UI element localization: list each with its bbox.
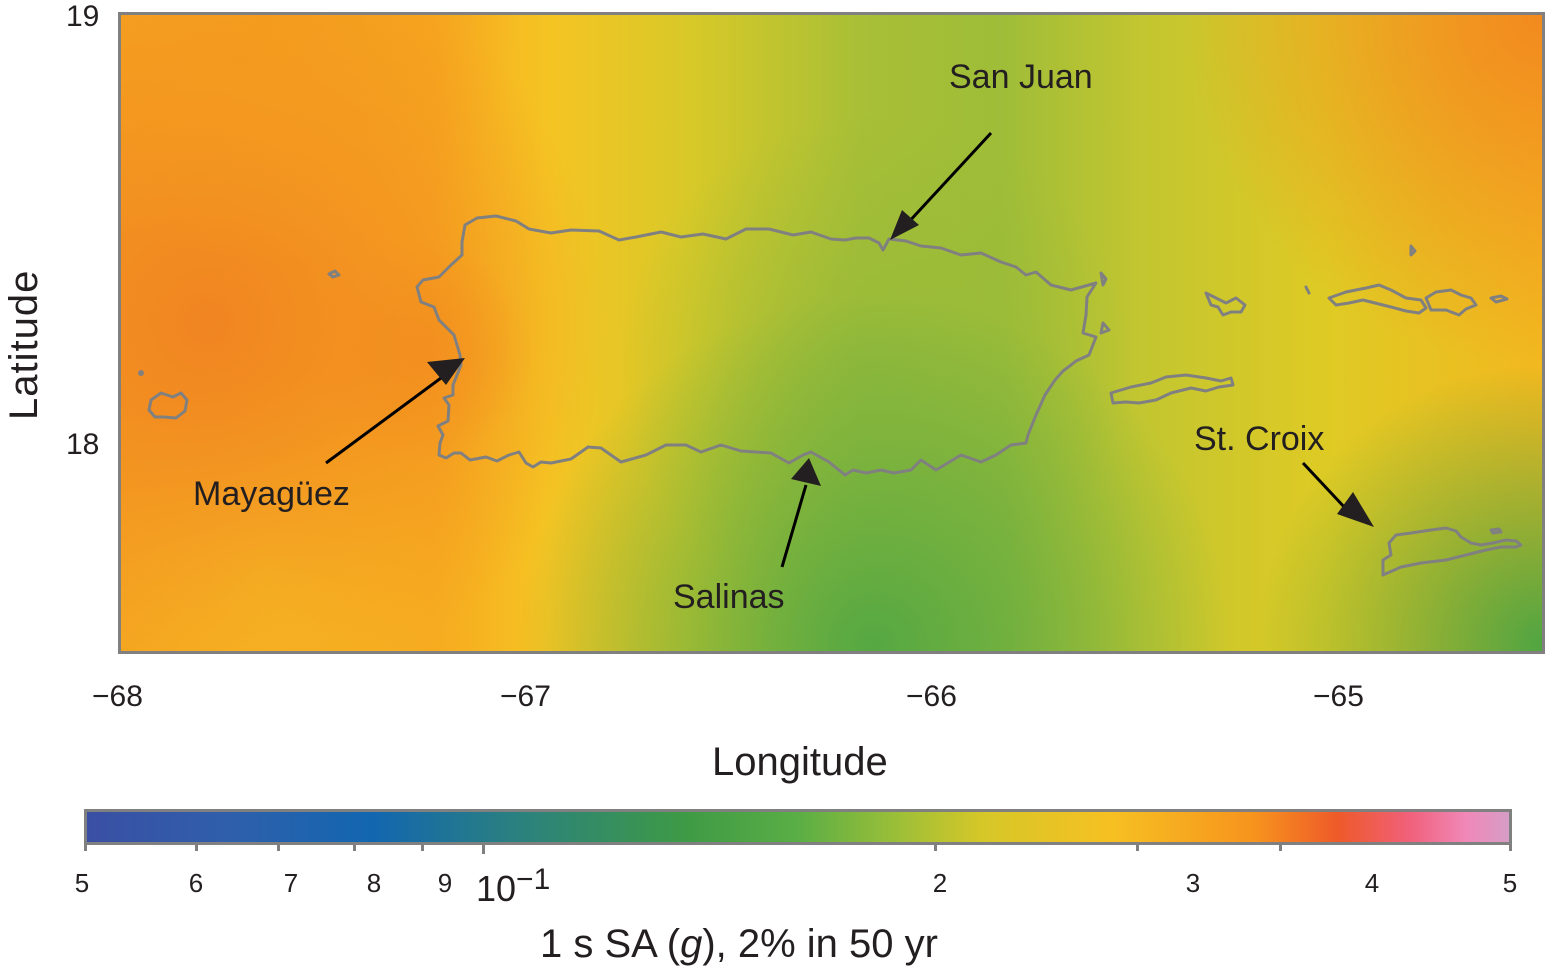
x-tick-minus-66: −66: [906, 680, 957, 713]
cbar-label-4: 4: [1364, 868, 1380, 898]
coastlines: [138, 214, 1523, 577]
arrow-head-st-croix: [1337, 492, 1374, 527]
cbar-label-2: 2: [932, 868, 948, 898]
cbar-label-3: 3: [1185, 868, 1201, 898]
cbar-tick: [195, 845, 198, 851]
cbar-tick: [277, 845, 280, 851]
cbar-decade-base: 10: [476, 868, 517, 909]
cbar-tick: [353, 845, 356, 851]
cbar-tick: [84, 845, 87, 851]
arrow-head-mayaguez: [427, 358, 465, 385]
cbar-label-8: 8: [366, 868, 382, 898]
y-tick-19: 19: [66, 0, 100, 33]
cbar-tick: [1509, 845, 1512, 851]
cbar-tick: [1136, 845, 1139, 851]
cbar-label-5-end: 5: [1502, 868, 1518, 898]
x-axis-title: Longitude: [712, 740, 888, 784]
cbar-decade-exponent: −1: [516, 863, 551, 896]
st-croix-outline: [1381, 526, 1523, 577]
colorbar: [84, 809, 1512, 845]
y-axis-title: Latitude: [2, 269, 46, 420]
cbar-tick: [482, 845, 485, 854]
arrow-head-salinas: [791, 458, 821, 486]
cbar-tick: [934, 845, 937, 851]
vieques-outline: [1109, 373, 1235, 405]
x-tick-minus-65: −65: [1313, 680, 1364, 713]
cbar-tick: [421, 845, 424, 851]
colorbar-title-suffix: ), 2% in 50 yr: [702, 922, 938, 966]
cbar-label-9: 9: [437, 868, 453, 898]
label-mayaguez: Mayagüez: [193, 475, 350, 513]
st-john-outline: [1424, 288, 1478, 317]
y-tick-18: 18: [66, 428, 100, 461]
label-salinas: Salinas: [673, 578, 785, 616]
colorbar-title-unit: g: [680, 922, 703, 966]
label-st-croix: St. Croix: [1194, 420, 1325, 458]
colorbar-title: 1 s SA (g), 2% in 50 yr: [540, 922, 938, 967]
hazard-heatmap: [121, 15, 1542, 651]
arrow-head-san-juan: [890, 210, 919, 240]
cbar-label-6: 6: [188, 868, 204, 898]
puerto-rico-outline: [415, 214, 1098, 477]
mona-island-outline: [147, 391, 189, 420]
colorbar-title-prefix: 1 s SA (: [540, 922, 681, 966]
map-plot-area: San Juan Mayagüez Salinas St. Croix: [118, 12, 1545, 654]
x-tick-minus-68: −68: [92, 680, 143, 713]
x-tick-minus-67: −67: [500, 680, 551, 713]
culebra-outline: [1204, 291, 1247, 317]
cbar-label-5: 5: [74, 868, 90, 898]
label-san-juan: San Juan: [949, 58, 1093, 96]
cbar-label-7: 7: [283, 868, 299, 898]
cbar-tick: [1279, 845, 1282, 851]
annotation-arrows: [325, 131, 1374, 568]
st-thomas-outline: [1327, 283, 1428, 315]
cbar-label-decade: 10−1: [476, 863, 550, 910]
